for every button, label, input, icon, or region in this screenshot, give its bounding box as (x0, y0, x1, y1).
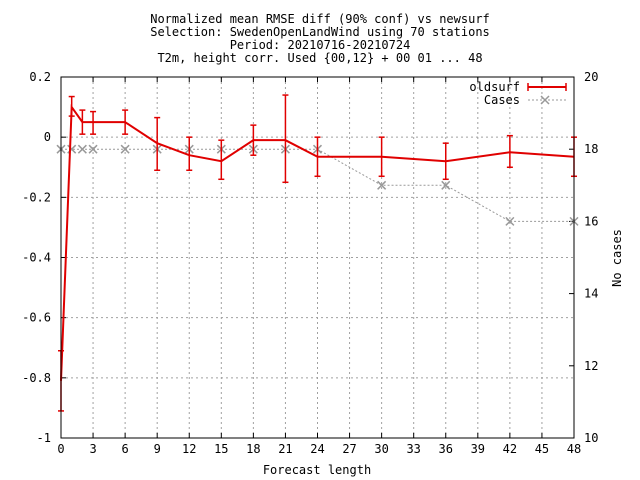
x-tick-label: 15 (214, 442, 228, 456)
title-line-4: T2m, height corr. Used {00,12} + 00 01 .… (157, 51, 482, 65)
y2-axis-label: No cases (610, 229, 624, 287)
plot-frame (60, 76, 575, 439)
oldsurf-error-bar (442, 142, 449, 181)
y2-tick-label: 10 (584, 431, 598, 445)
oldsurf-error-bar (506, 134, 513, 168)
x-tick-label: 6 (122, 442, 129, 456)
legend-label-oldsurf: oldsurf (469, 80, 520, 94)
cases-point (377, 180, 387, 190)
y-tick-label: 0 (44, 130, 51, 144)
oldsurf-error-bar (378, 136, 385, 178)
cases-point (505, 216, 515, 226)
x-tick-label: 12 (182, 442, 196, 456)
x-tick-label: 0 (57, 442, 64, 456)
chart-title: Normalized mean RMSE diff (90% conf) vs … (150, 12, 490, 65)
cases-point (120, 144, 130, 154)
legend-marker-cases (540, 95, 550, 105)
oldsurf-error-bar (218, 139, 225, 181)
x-tick-label: 45 (535, 442, 549, 456)
y-tick-label: -0.4 (22, 251, 51, 265)
x-tick-label: 30 (374, 442, 388, 456)
x-tick-label: 21 (278, 442, 292, 456)
title-line-3: Period: 20210716-20210724 (230, 38, 411, 52)
y-tick-label: -0.6 (22, 311, 51, 325)
x-tick-label: 3 (89, 442, 96, 456)
oldsurf-error-bar (250, 124, 257, 156)
oldsurf-error-bar (282, 94, 289, 184)
y-tick-label: -1 (37, 431, 51, 445)
x-tick-label: 27 (342, 442, 356, 456)
oldsurf-error-bar (122, 109, 129, 135)
x-axis: 0 3 6 9 12 15 18 21 24 27 30 33 36 39 42 45 48 (57, 77, 581, 456)
oldsurf-error-bar (186, 136, 193, 172)
y2-tick-label: 16 (584, 214, 598, 228)
title-line-2: Selection: SwedenOpenLandWind using 70 s… (150, 25, 490, 39)
y-tick-label: 0.2 (29, 70, 51, 84)
cases-point (88, 144, 98, 154)
oldsurf-error-bar (90, 110, 97, 135)
cases-point (441, 180, 451, 190)
oldsurf-error-bar (68, 95, 75, 117)
x-tick-label: 48 (567, 442, 581, 456)
oldsurf-error-bar (154, 116, 161, 172)
legend-key-oldsurf (527, 83, 567, 91)
x-tick-label: 39 (471, 442, 485, 456)
x-axis-label: Forecast length (263, 463, 371, 477)
legend-label-cases: Cases (484, 93, 520, 107)
legend: oldsurf Cases (469, 80, 567, 107)
x-tick-label: 33 (406, 442, 420, 456)
y2-tick-label: 18 (584, 142, 598, 156)
x-tick-label: 36 (439, 442, 453, 456)
x-tick-label: 42 (503, 442, 517, 456)
oldsurf-error-bar (314, 136, 321, 178)
x-tick-label: 9 (154, 442, 161, 456)
y-axis-right: 20 18 16 14 12 10 (569, 70, 598, 445)
y-tick-label: -0.2 (22, 190, 51, 204)
y-axis-left: 0.2 0 -0.2 -0.4 -0.6 -0.8 -1 (22, 70, 66, 445)
cases-point (77, 144, 87, 154)
oldsurf-error-bar (79, 109, 86, 135)
y2-tick-label: 14 (584, 287, 598, 301)
y2-tick-label: 12 (584, 359, 598, 373)
legend-key-cases (528, 95, 566, 105)
y2-tick-label: 20 (584, 70, 598, 84)
x-tick-label: 24 (310, 442, 324, 456)
y-tick-label: -0.8 (22, 371, 51, 385)
x-tick-label: 18 (246, 442, 260, 456)
title-line-1: Normalized mean RMSE diff (90% conf) vs … (150, 12, 490, 26)
